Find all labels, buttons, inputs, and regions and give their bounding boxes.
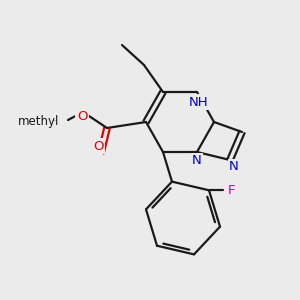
Text: NH: NH — [189, 95, 209, 109]
Text: F: F — [228, 184, 236, 197]
Text: O: O — [93, 140, 103, 152]
Text: methyl: methyl — [18, 115, 59, 128]
Text: methyl: methyl — [53, 119, 58, 121]
Text: N: N — [192, 154, 202, 167]
Text: N: N — [229, 160, 239, 173]
Text: O: O — [77, 110, 87, 124]
